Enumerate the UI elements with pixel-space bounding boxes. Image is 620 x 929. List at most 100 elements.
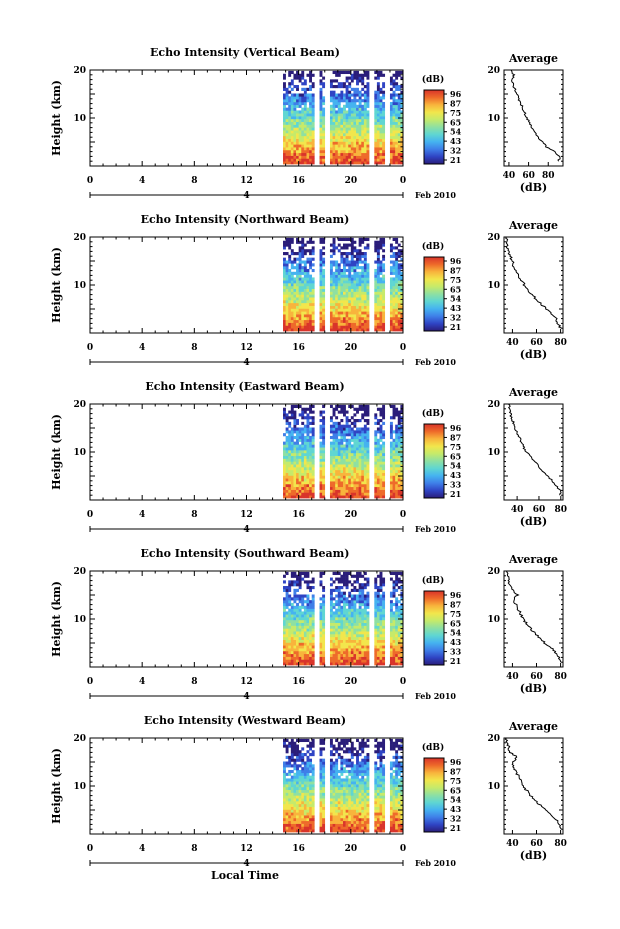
heatmap-cell bbox=[376, 594, 380, 598]
average-y-tick-label: 20 bbox=[487, 66, 500, 76]
heatmap-cell bbox=[306, 489, 310, 493]
heatmap-cell bbox=[335, 577, 339, 581]
heatmap-cell bbox=[395, 464, 399, 468]
heatmap-cell bbox=[382, 441, 386, 445]
heatmap-cell bbox=[361, 322, 365, 326]
heatmap-cell bbox=[340, 642, 344, 646]
heatmap-cell bbox=[397, 322, 401, 326]
heatmap-cell bbox=[356, 328, 359, 332]
heatmap-cell bbox=[395, 314, 399, 318]
heatmap-cell bbox=[350, 305, 354, 309]
heatmap-cell bbox=[382, 291, 386, 295]
heatmap-cell bbox=[293, 588, 297, 592]
heatmap-cell bbox=[290, 597, 294, 601]
heatmap-cell bbox=[392, 152, 396, 156]
heatmap-cell bbox=[301, 107, 305, 111]
heatmap-cell bbox=[322, 486, 326, 490]
heatmap-cell bbox=[293, 113, 297, 117]
heatmap-cell bbox=[389, 124, 393, 128]
heatmap-cell bbox=[392, 611, 396, 615]
heatmap-cell bbox=[335, 274, 339, 278]
heatmap-cell bbox=[332, 634, 336, 638]
heatmap-cell bbox=[350, 240, 354, 244]
heatmap-cell bbox=[303, 118, 307, 123]
average-x-tick-label: 60 bbox=[522, 171, 535, 181]
heatmap-cell bbox=[301, 82, 305, 86]
heatmap-cell bbox=[290, 263, 294, 267]
heatmap-cell bbox=[332, 495, 336, 499]
heatmap-cell bbox=[345, 492, 349, 496]
heatmap-cell bbox=[283, 113, 286, 117]
heatmap-cell bbox=[329, 653, 333, 657]
x-tick-label: 4 bbox=[139, 343, 145, 353]
heatmap-cell bbox=[350, 605, 354, 609]
heatmap-cell bbox=[329, 325, 333, 329]
heatmap-cell bbox=[309, 79, 313, 83]
heatmap-cell bbox=[350, 404, 354, 409]
heatmap-cell bbox=[298, 608, 302, 612]
heatmap-cell bbox=[389, 283, 393, 287]
heatmap-cell bbox=[303, 458, 307, 462]
heatmap-cell bbox=[343, 450, 346, 454]
heatmap-cell bbox=[288, 135, 292, 139]
heatmap-cell bbox=[309, 274, 313, 278]
heatmap-cell bbox=[329, 274, 333, 278]
heatmap-cell bbox=[298, 294, 302, 298]
heatmap-cell bbox=[340, 319, 344, 323]
heatmap-cell bbox=[348, 141, 352, 145]
heatmap-cell bbox=[283, 461, 286, 465]
heatmap-cell bbox=[290, 99, 294, 103]
heatmap-cell bbox=[389, 113, 393, 117]
heatmap-cell bbox=[374, 133, 378, 137]
heatmap-cell bbox=[350, 328, 354, 332]
heatmap-cell bbox=[332, 619, 336, 624]
heatmap-cell bbox=[298, 458, 302, 462]
heatmap-cell bbox=[332, 127, 336, 131]
heatmap-cell bbox=[309, 438, 313, 442]
heatmap-cell bbox=[293, 631, 297, 635]
heatmap-cell bbox=[361, 450, 365, 454]
heatmap-cell bbox=[285, 110, 289, 114]
heatmap-cell bbox=[345, 634, 349, 638]
heatmap-cell bbox=[348, 650, 352, 655]
heatmap-cell bbox=[296, 467, 299, 471]
heatmap-cell bbox=[290, 656, 294, 660]
heatmap-cell bbox=[293, 611, 297, 615]
heatmap-cell bbox=[319, 308, 323, 312]
heatmap-cell bbox=[400, 625, 404, 629]
heatmap-cell bbox=[293, 302, 297, 306]
heatmap-cell bbox=[319, 101, 323, 106]
heatmap-cell bbox=[348, 135, 352, 139]
heatmap-cell bbox=[285, 416, 289, 420]
heatmap-cell bbox=[345, 300, 349, 304]
heatmap-cell bbox=[389, 328, 393, 332]
heatmap-cell bbox=[392, 101, 396, 106]
heatmap-cell bbox=[290, 404, 294, 409]
heatmap-cell bbox=[400, 586, 404, 590]
heatmap-cell bbox=[332, 328, 336, 332]
heatmap-cell bbox=[319, 161, 323, 165]
heatmap-cell bbox=[293, 288, 297, 292]
heatmap-cell bbox=[374, 141, 378, 145]
heatmap-cell bbox=[288, 631, 292, 635]
heatmap-cell bbox=[395, 617, 399, 621]
heatmap-cell bbox=[358, 297, 362, 301]
heatmap-cell bbox=[400, 608, 404, 612]
heatmap-cell bbox=[361, 430, 365, 434]
heatmap-cell bbox=[379, 447, 383, 451]
heatmap-cell bbox=[382, 147, 386, 151]
heatmap-cell bbox=[283, 243, 286, 247]
heatmap-cell bbox=[290, 135, 294, 139]
heatmap-cell bbox=[400, 653, 404, 657]
heatmap-cell bbox=[283, 152, 286, 156]
heatmap-cell bbox=[353, 271, 357, 275]
heatmap-cell bbox=[392, 118, 396, 123]
heatmap-cell bbox=[392, 639, 396, 643]
heatmap-cell bbox=[374, 450, 378, 454]
heatmap-cell bbox=[350, 461, 354, 465]
heatmap-cell bbox=[293, 594, 297, 598]
heatmap-cell bbox=[319, 90, 323, 94]
heatmap-cell bbox=[374, 99, 378, 103]
heatmap-cell bbox=[293, 628, 297, 632]
